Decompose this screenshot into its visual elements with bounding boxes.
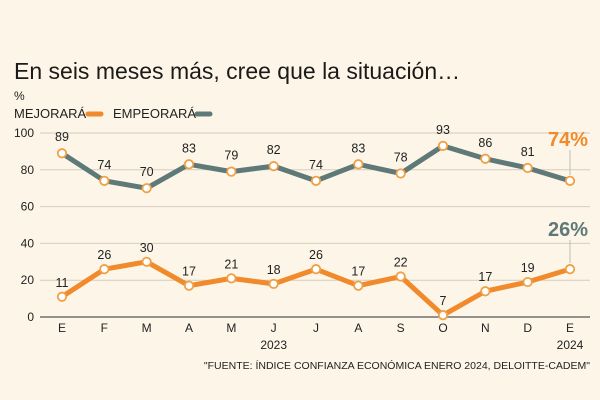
- data-point: [395, 168, 406, 179]
- series-empeorara: 89 74 70 83 79 82 74 83 78 93 86 81 74%: [55, 123, 588, 194]
- data-label: 70: [140, 165, 154, 179]
- data-label: 79: [224, 149, 238, 163]
- x-tick-label: D: [523, 321, 532, 335]
- data-label: 18: [267, 263, 281, 277]
- final-value-label: 26%: [548, 219, 588, 241]
- data-label: 17: [351, 265, 365, 279]
- x-tick-label: M: [142, 321, 152, 335]
- source-note: "FUENTE: ÍNDICE CONFIANZA ECONÓMICA ENER…: [204, 359, 590, 372]
- legend-label-empeorara: EMPEORARÁ: [113, 106, 196, 121]
- data-label: 78: [394, 150, 408, 164]
- data-label: 30: [140, 241, 154, 255]
- data-label: 17: [478, 270, 492, 284]
- data-point: [395, 271, 406, 282]
- x-tick-label: J: [271, 321, 277, 335]
- data-point: [353, 159, 364, 170]
- y-tick-label: 100: [14, 126, 34, 140]
- data-point: [183, 159, 195, 170]
- x-tick-label: N: [481, 321, 490, 335]
- y-tick-label: 60: [21, 200, 35, 214]
- data-point: [480, 286, 491, 297]
- x-tick-label: F: [101, 321, 108, 335]
- y-tick-label: 40: [21, 236, 35, 250]
- data-label: 11: [56, 276, 69, 290]
- data-point: [268, 161, 279, 172]
- data-point: [437, 310, 449, 321]
- x-tick-label: E: [58, 321, 66, 335]
- data-label: 83: [351, 141, 365, 155]
- data-label: 82: [267, 143, 281, 157]
- series: 11 26 30 17 21 18 26 17 22 7 17 19 26% 89 74 70 83 79 82 74…: [55, 123, 588, 321]
- data-point: [522, 162, 533, 174]
- unit-label: %: [14, 89, 25, 103]
- data-point: [183, 280, 195, 291]
- data-label: 81: [521, 145, 535, 159]
- x-tick-label: J: [313, 321, 319, 335]
- chart-title: En seis meses más, cree que la situación…: [14, 58, 460, 84]
- data-point: [437, 140, 449, 151]
- series-mejorara: 11 26 30 17 21 18 26 17 22 7 17 19 26%: [56, 219, 588, 321]
- data-label: 17: [182, 265, 196, 279]
- x-tick-label: A: [354, 321, 362, 335]
- data-label: 7: [440, 294, 447, 308]
- data-label: 83: [182, 141, 196, 155]
- final-value-label: 74%: [548, 129, 588, 151]
- x-axis: E F M A M J J A S O N D E 2023 2024: [58, 321, 584, 352]
- data-point: [141, 256, 152, 267]
- data-label: 22: [394, 256, 408, 270]
- data-point: [564, 175, 576, 186]
- data-point: [522, 276, 533, 288]
- data-label: 86: [478, 136, 492, 150]
- x-tick-label: M: [226, 321, 236, 335]
- data-point: [353, 280, 364, 291]
- data-point: [56, 291, 68, 302]
- year-label: 2024: [557, 338, 584, 352]
- x-tick-label: A: [185, 321, 193, 335]
- data-label: 19: [521, 261, 535, 275]
- data-point: [99, 264, 110, 275]
- data-point: [564, 264, 576, 275]
- x-tick-label: E: [566, 321, 574, 335]
- x-tick-label: S: [397, 321, 405, 335]
- data-label: 21: [224, 257, 238, 271]
- data-point: [480, 153, 491, 164]
- data-point: [141, 183, 152, 194]
- legend: MEJORARÁ EMPEORARÁ: [14, 106, 213, 121]
- data-point: [99, 175, 110, 186]
- grid: [40, 132, 590, 318]
- data-label: 93: [436, 123, 450, 137]
- y-axis: 0 20 40 60 80 100: [14, 126, 34, 324]
- x-tick-label: O: [438, 321, 447, 335]
- data-label: 26: [97, 248, 111, 262]
- y-tick-label: 0: [27, 310, 34, 324]
- data-label: 26: [309, 248, 323, 262]
- data-point: [310, 175, 322, 186]
- legend-label-mejorara: MEJORARÁ: [14, 106, 87, 121]
- y-tick-label: 20: [21, 273, 35, 287]
- data-point: [310, 264, 322, 275]
- data-point: [56, 148, 68, 159]
- data-label: 74: [97, 158, 111, 172]
- data-point: [268, 278, 279, 289]
- data-label: 89: [55, 130, 69, 144]
- data-label: 74: [309, 158, 323, 172]
- y-tick-label: 80: [21, 163, 35, 177]
- data-point: [226, 166, 237, 177]
- data-point: [226, 273, 237, 284]
- year-label: 2023: [260, 338, 287, 352]
